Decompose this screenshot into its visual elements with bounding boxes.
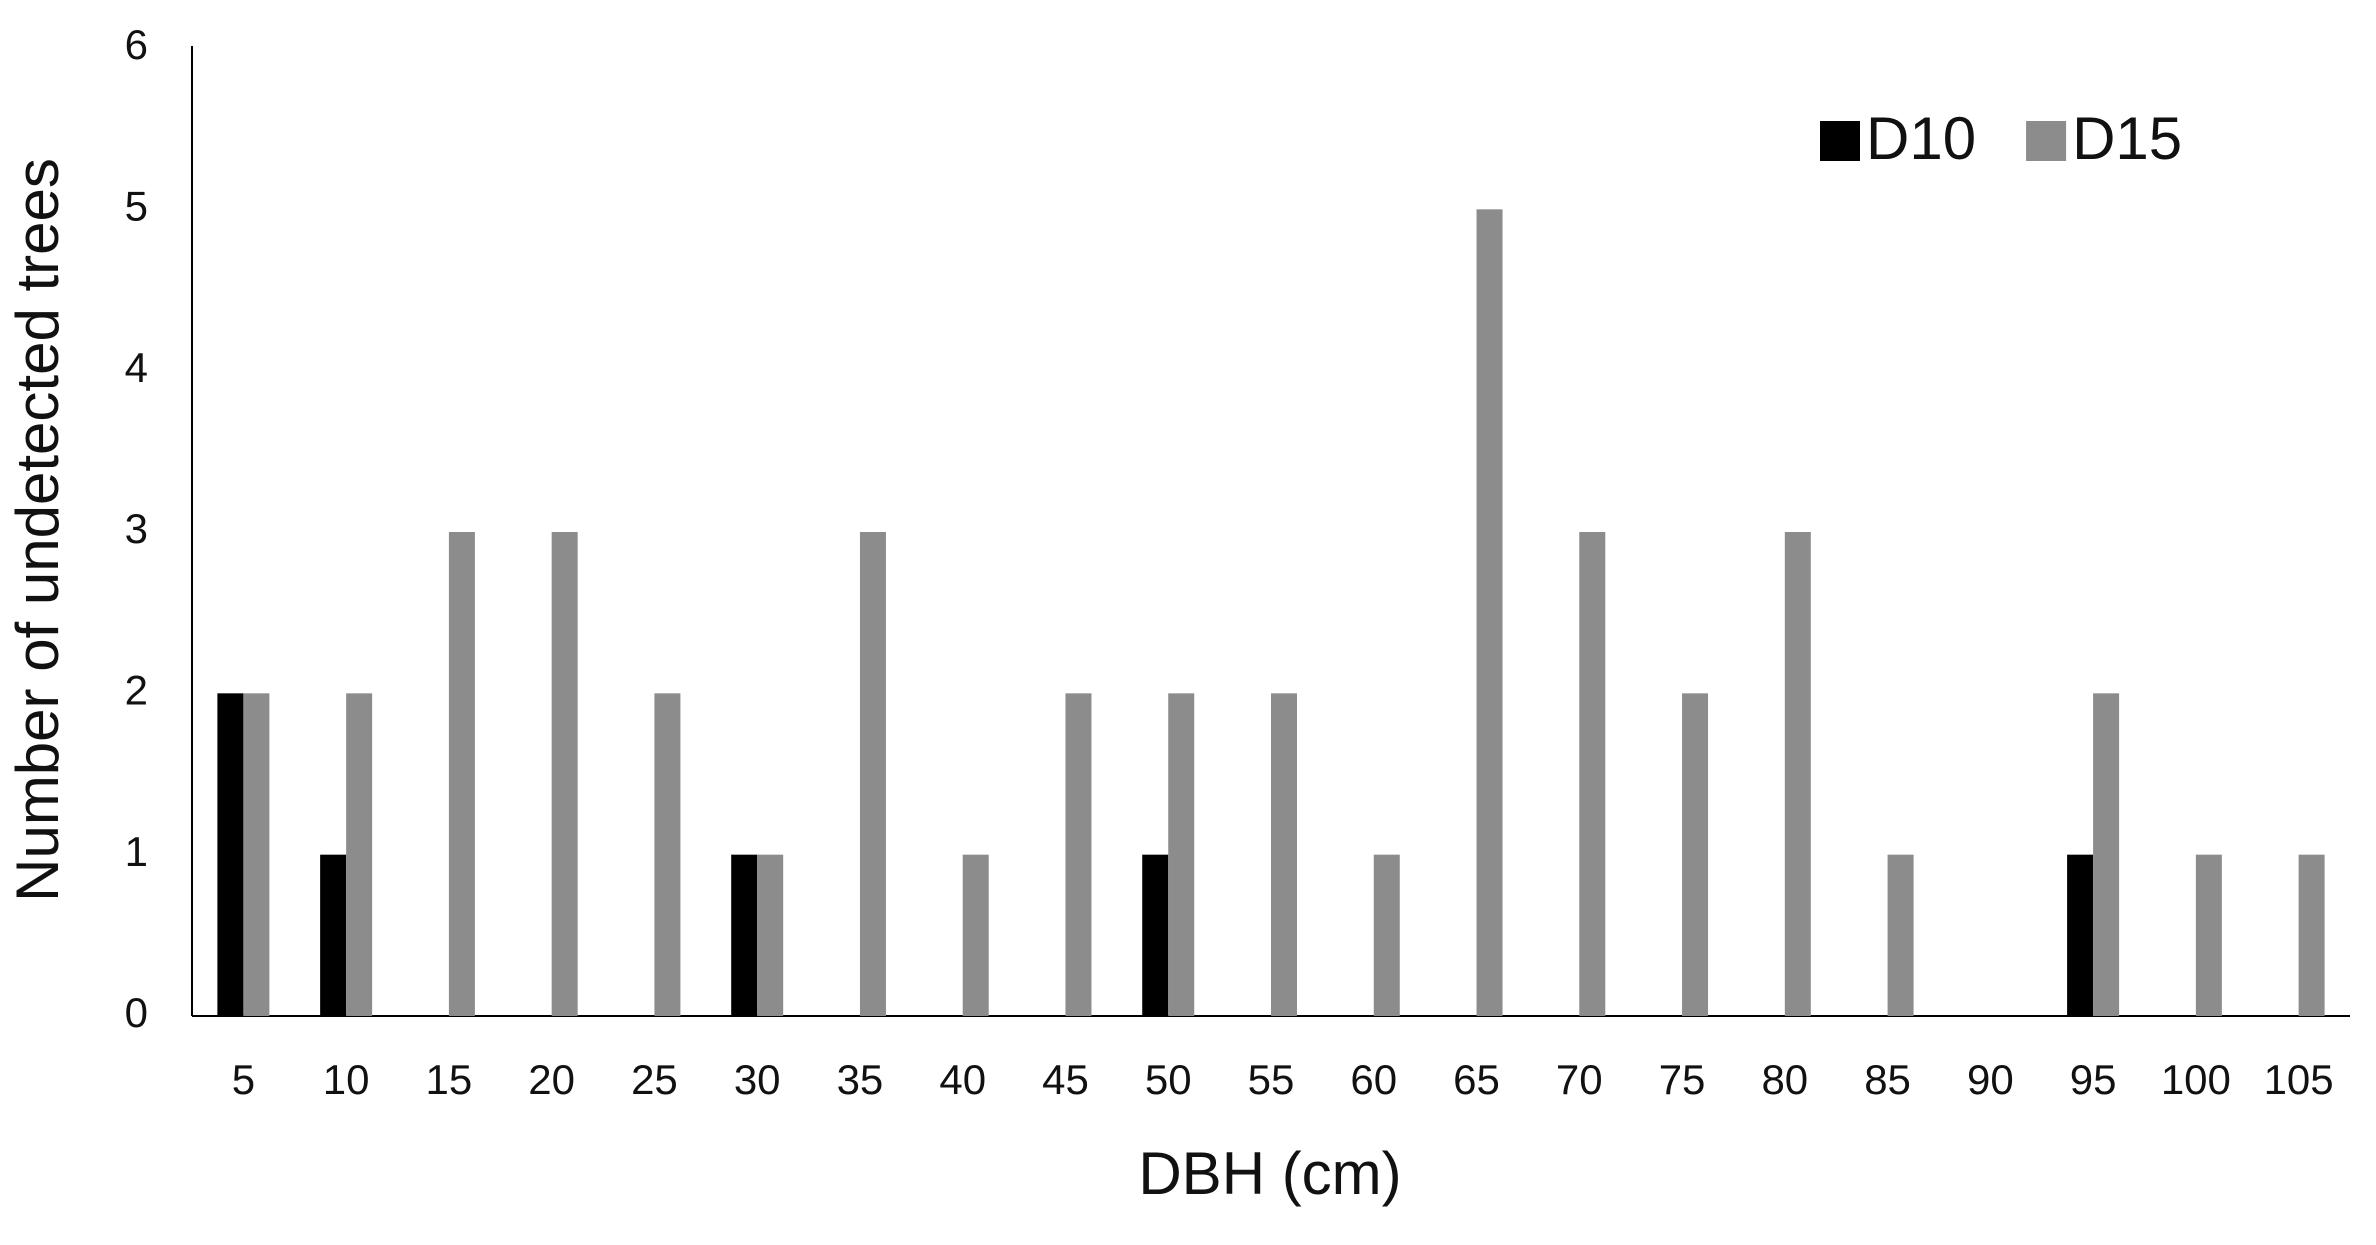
y-tick-label: 3 — [125, 505, 148, 552]
bar — [1168, 693, 1195, 1016]
bar — [654, 693, 681, 1016]
bar — [1476, 209, 1503, 1017]
x-tick-label: 30 — [734, 1056, 781, 1103]
x-tick-label: 45 — [1042, 1056, 1089, 1103]
x-tick-label: 95 — [2070, 1056, 2117, 1103]
bar — [243, 693, 270, 1016]
bar — [1142, 854, 1169, 1016]
y-tick-label: 1 — [125, 828, 148, 875]
x-tick-label: 90 — [1967, 1056, 2014, 1103]
bar — [1682, 693, 1709, 1016]
x-tick-label: 85 — [1864, 1056, 1911, 1103]
x-tick-label: 100 — [2161, 1056, 2231, 1103]
x-tick-label: 65 — [1453, 1056, 1500, 1103]
bar — [217, 693, 244, 1016]
bar — [2298, 854, 2325, 1016]
bar — [1271, 693, 1297, 1016]
bar — [2067, 854, 2094, 1016]
legend-swatch — [2026, 121, 2067, 161]
x-axis-title: DBH (cm) — [1138, 1140, 1401, 1207]
x-tick-label: 40 — [939, 1056, 986, 1103]
x-tick-label: 105 — [2264, 1056, 2334, 1103]
x-tick-label: 60 — [1350, 1056, 1397, 1103]
bar — [1784, 532, 1811, 1016]
bar — [320, 854, 347, 1016]
x-tick-label: 20 — [528, 1056, 575, 1103]
x-tick-label: 10 — [323, 1056, 370, 1103]
y-tick-label: 0 — [125, 989, 148, 1036]
x-tick-label: 70 — [1556, 1056, 1603, 1103]
bar — [1373, 854, 1400, 1016]
x-tick-label: 5 — [232, 1056, 255, 1103]
y-tick-label: 6 — [125, 21, 148, 68]
y-tick-label: 4 — [125, 344, 148, 391]
bar — [1887, 854, 1914, 1016]
bar — [1579, 532, 1606, 1016]
legend-swatch — [1820, 121, 1860, 161]
legend-label: D10 — [1866, 105, 1976, 172]
x-tick-label: 35 — [837, 1056, 884, 1103]
bar — [757, 854, 784, 1016]
bar — [2195, 854, 2222, 1016]
bar — [859, 532, 886, 1016]
bar — [448, 532, 475, 1016]
bar — [1065, 693, 1092, 1016]
bar — [962, 854, 989, 1016]
x-tick-label: 50 — [1145, 1056, 1192, 1103]
bar — [551, 532, 578, 1016]
y-tick-label: 2 — [125, 666, 148, 713]
bar — [731, 854, 758, 1016]
x-tick-label: 25 — [631, 1056, 678, 1103]
x-tick-label: 80 — [1761, 1056, 1808, 1103]
x-tick-label: 15 — [426, 1056, 473, 1103]
legend-label: D15 — [2072, 105, 2182, 172]
bar — [2093, 693, 2120, 1016]
bar — [346, 693, 373, 1016]
x-tick-label: 55 — [1248, 1056, 1295, 1103]
y-axis-title: Number of undetected trees — [4, 158, 71, 902]
y-tick-label: 5 — [125, 182, 148, 229]
x-tick-label: 75 — [1659, 1056, 1706, 1103]
